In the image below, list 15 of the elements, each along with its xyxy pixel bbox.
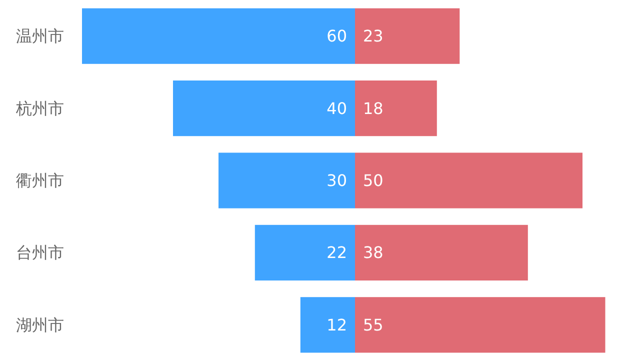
data-label: 30 [326, 171, 347, 190]
y-tick-label: 温州市 [16, 26, 64, 46]
data-label: 60 [326, 26, 347, 46]
data-label: 22 [326, 243, 347, 262]
y-tick-label: 台州市 [16, 243, 64, 262]
data-label: 18 [363, 98, 384, 118]
data-label: 40 [326, 98, 347, 118]
y-tick-label: 杭州市 [15, 98, 64, 118]
y-tick-label: 湖州市 [16, 315, 64, 334]
data-label: 12 [326, 315, 347, 334]
data-label: 38 [363, 243, 384, 262]
data-label: 50 [363, 171, 384, 190]
data-label: 23 [363, 26, 384, 46]
data-label: 55 [363, 315, 384, 334]
y-tick-label: 衢州市 [16, 171, 64, 190]
